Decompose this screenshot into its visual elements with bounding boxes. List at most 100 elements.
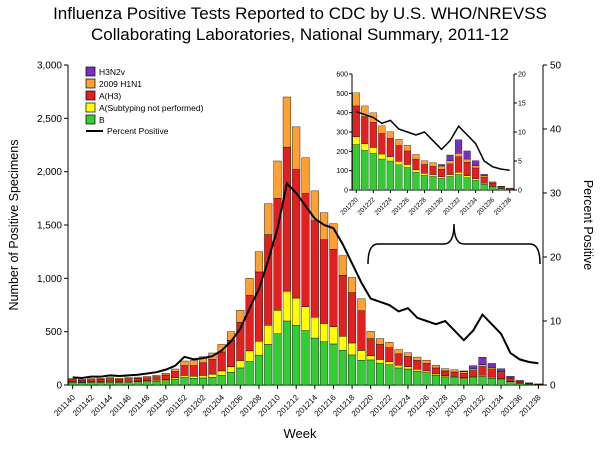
- bar-segment: [282, 290, 291, 322]
- bar-segment: [352, 144, 360, 191]
- bar-segment: [412, 172, 420, 191]
- bar-segment: [422, 372, 431, 386]
- inset-left-tick-label: 0: [344, 188, 348, 195]
- bar-segment: [413, 356, 422, 361]
- bar-segment: [395, 164, 403, 191]
- bar-segment: [87, 382, 96, 386]
- bar-segment: [171, 379, 180, 386]
- bar-segment: [115, 379, 124, 382]
- bar-segment: [472, 165, 480, 169]
- inset-left-tick-label: 400: [336, 110, 348, 117]
- bar-segment: [199, 356, 208, 364]
- bar-segment: [395, 145, 403, 162]
- legend-label: B: [99, 115, 105, 125]
- bar-segment: [469, 365, 478, 370]
- bar-segment: [489, 186, 497, 191]
- bar-segment: [469, 370, 478, 377]
- right-axis-tick-label: 0: [550, 381, 556, 392]
- bar-segment: [320, 323, 329, 343]
- bar-segment: [487, 367, 496, 370]
- bar-segment: [446, 176, 454, 191]
- bar-segment: [273, 310, 282, 335]
- bar-segment: [487, 363, 496, 369]
- x-axis-tick-label: 201238: [518, 393, 544, 419]
- bar-segment: [478, 366, 487, 376]
- bar-segment: [386, 138, 394, 157]
- bar-segment: [361, 105, 369, 117]
- bar-segment: [422, 360, 431, 364]
- bar-segment: [463, 177, 471, 191]
- main-chart: 05001,0001,5002,0002,5003,00001020304050…: [37, 61, 562, 419]
- bar-segment: [497, 188, 505, 191]
- bar-segment: [180, 375, 189, 378]
- inset-x-tick-label: 201228: [408, 196, 429, 217]
- bar-segment: [310, 220, 319, 318]
- bar-segment: [375, 359, 385, 364]
- bar-segment: [455, 174, 463, 191]
- chart-title-line2: Collaborating Laboratories, National Sum…: [91, 24, 509, 44]
- bar-segment: [361, 150, 369, 191]
- bar-segment: [385, 342, 394, 348]
- bar-segment: [429, 166, 437, 175]
- bar-segment: [437, 176, 446, 179]
- bar-segment: [236, 360, 245, 369]
- bar-segment: [292, 297, 301, 326]
- bar-segment: [348, 354, 357, 386]
- inset-left-tick-label: 600: [336, 72, 348, 79]
- bar-segment: [395, 161, 403, 166]
- bar-segment: [506, 377, 515, 382]
- bar-segment: [420, 173, 429, 176]
- bar-segment: [395, 139, 403, 146]
- bar-segment: [264, 325, 273, 345]
- bar-segment: [189, 365, 198, 377]
- bar-segment: [115, 377, 124, 380]
- zoom-region-brace: [367, 223, 541, 265]
- bar-segment: [478, 364, 487, 367]
- bar-segment: [208, 373, 217, 378]
- bar-segment: [497, 372, 506, 380]
- bar-segment: [357, 360, 366, 386]
- bar-segment: [105, 377, 114, 379]
- bar-segment: [480, 175, 488, 178]
- bar-segment: [469, 368, 478, 371]
- legend-label: 2009 H1N1: [99, 79, 142, 89]
- bar-segment: [431, 365, 440, 369]
- bar-segment: [463, 158, 471, 163]
- bar-segment: [375, 338, 385, 345]
- bar-segment: [208, 377, 217, 386]
- bar-segment: [352, 92, 360, 107]
- bar-segment: [254, 354, 263, 386]
- bar-segment: [450, 371, 459, 377]
- bar-segment: [437, 168, 446, 178]
- bar-segment: [403, 352, 412, 357]
- bar-segment: [366, 355, 375, 361]
- bar-segment: [124, 381, 133, 386]
- bar-segment: [385, 361, 394, 365]
- left-axis-tick-label: 500: [45, 327, 62, 338]
- left-axis-tick-label: 1,000: [37, 274, 62, 285]
- bar-segment: [87, 379, 96, 382]
- bar-segment: [282, 320, 291, 386]
- inset-right-tick-label: 20: [518, 72, 526, 79]
- right-axis-tick-label: 20: [550, 253, 562, 264]
- bar-segment: [254, 341, 263, 356]
- bar-segment: [515, 383, 524, 386]
- bar-segment: [394, 353, 403, 366]
- bar-segment: [226, 372, 236, 386]
- bar-segment: [366, 338, 375, 356]
- bar-segment: [506, 376, 515, 378]
- legend-label: Percent Positive: [107, 126, 169, 136]
- bar-segment: [301, 157, 310, 194]
- legend: H3N2v 2009 H1N1 A(H3) A(Subtyping not perfo…: [85, 66, 204, 136]
- bar-segment: [152, 375, 161, 377]
- bar-segment: [497, 368, 506, 372]
- bar-segment: [105, 378, 114, 382]
- bar-segment: [338, 275, 347, 337]
- inset-x-tick-label: 201232: [442, 196, 463, 217]
- left-axis-tick-label: 2,000: [37, 167, 62, 178]
- inset-x-tick-label: 201236: [476, 196, 497, 217]
- bar-segment: [378, 158, 386, 191]
- bar-segment: [369, 122, 377, 148]
- bar-segment: [472, 180, 480, 191]
- bar-segment: [361, 143, 369, 151]
